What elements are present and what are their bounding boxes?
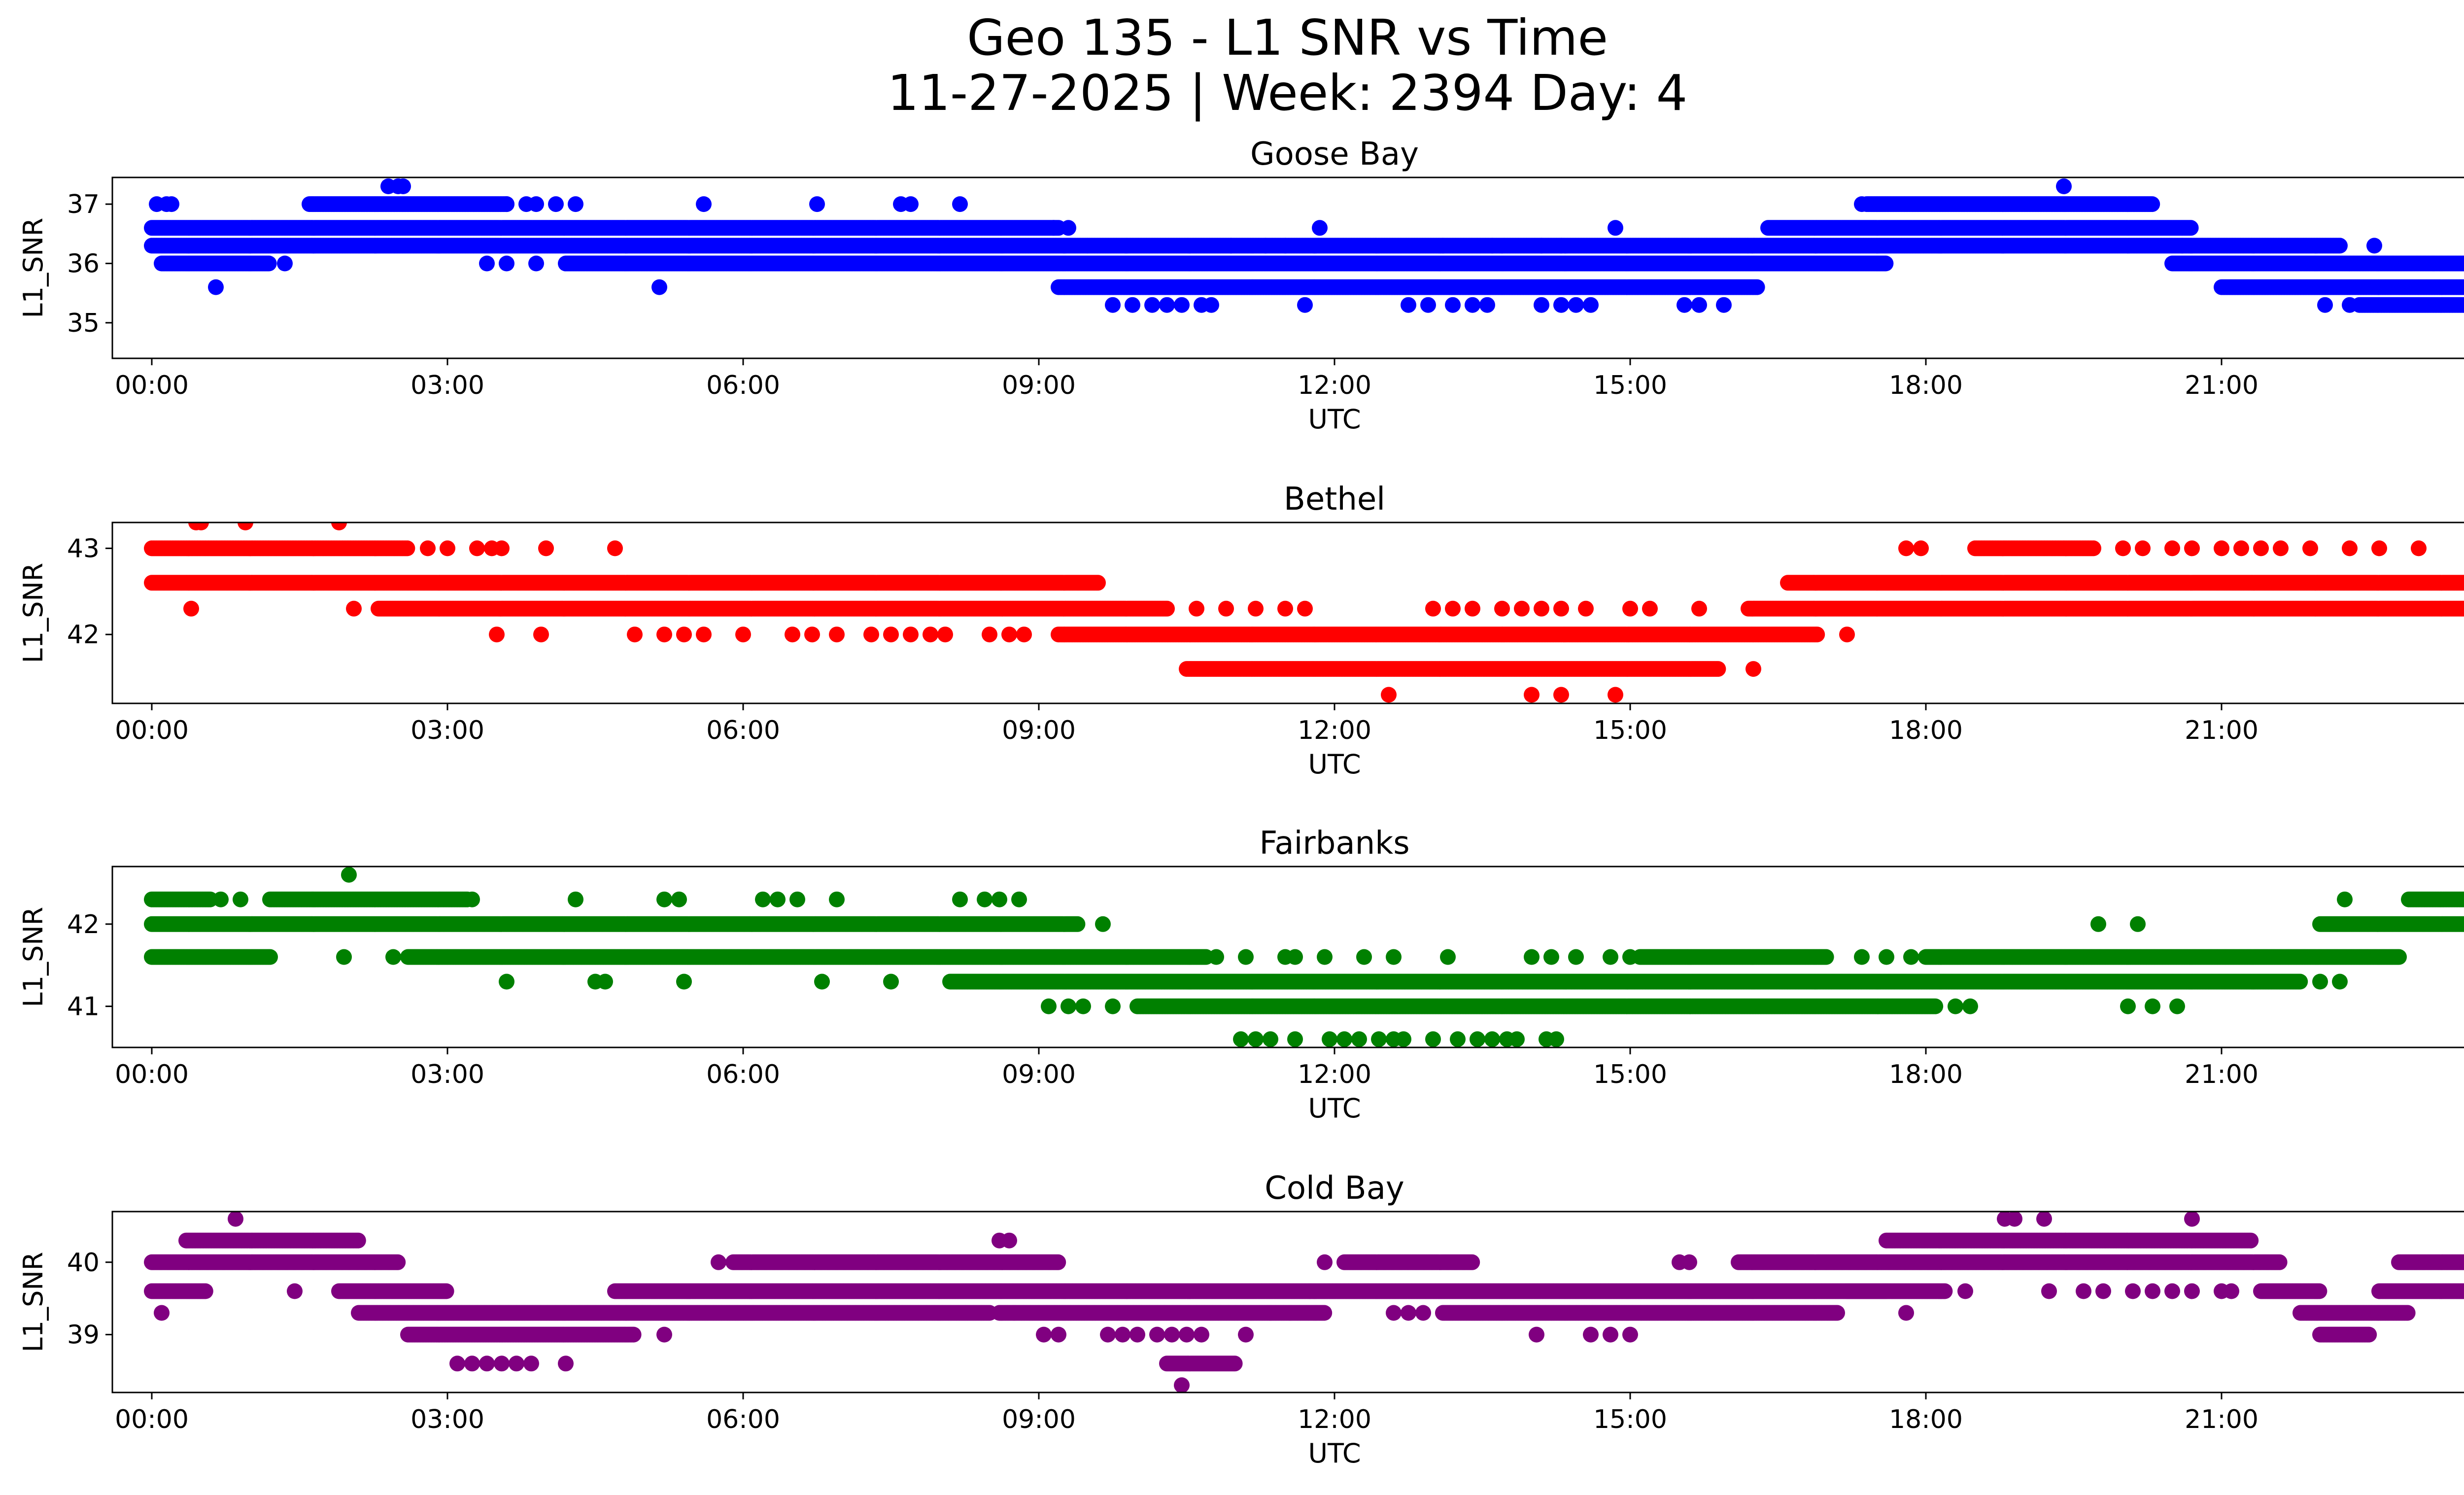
data-point: [696, 196, 712, 212]
data-point: [1878, 255, 1894, 272]
y-tick-label: 37: [67, 190, 100, 219]
data-point: [651, 279, 667, 295]
data-point: [2463, 283, 2464, 292]
data-point: [1608, 220, 1623, 236]
data-point: [1568, 297, 1584, 313]
data-point: [1583, 297, 1599, 313]
x-axis-label: UTC: [1308, 404, 1361, 435]
data-point: [1749, 279, 1765, 295]
data-point: [952, 196, 968, 212]
y-axis-label: L1_SNR: [18, 218, 49, 318]
data-point: [1435, 238, 1451, 254]
data-point: [1479, 297, 1495, 313]
x-tick-label: 15:00: [1593, 371, 1667, 400]
data-point: [479, 255, 495, 272]
data-point: [2056, 178, 2072, 194]
data-point: [1739, 238, 1755, 254]
data-markers: [144, 522, 2464, 703]
data-point: [399, 540, 415, 556]
data-point: [1258, 238, 1273, 254]
data-point: [499, 196, 514, 212]
data-point: [1203, 297, 1219, 313]
data-point: [2462, 258, 2464, 269]
data-point: [528, 196, 544, 212]
figure-subtitle: 11-27-2025 | Week: 2394 Day: 4: [887, 64, 1688, 122]
data-point: [1854, 196, 1870, 212]
data-point: [2332, 238, 2348, 254]
x-tick-label: 12:00: [1298, 371, 1371, 400]
data-point: [499, 255, 514, 272]
x-tick-label: 03:00: [411, 371, 484, 400]
data-point: [1716, 297, 1732, 313]
data-point: [1534, 297, 1549, 313]
data-point: [1046, 220, 1061, 236]
data-point: [2366, 238, 2382, 254]
data-point: [1534, 238, 1549, 254]
data-point: [164, 196, 179, 212]
data-point: [1677, 297, 1692, 313]
data-point: [1401, 297, 1416, 313]
x-tick-label: 09:00: [1002, 371, 1076, 400]
data-point: [1312, 220, 1328, 236]
x-tick-label: 00:00: [115, 371, 189, 400]
data-point: [1445, 297, 1461, 313]
data-point: [1420, 297, 1436, 313]
data-point: [1484, 238, 1500, 254]
data-point: [1297, 297, 1313, 313]
data-point: [1465, 297, 1480, 313]
data-point: [2462, 300, 2464, 311]
data-point: [1223, 238, 1239, 254]
data-point: [528, 255, 544, 272]
data-point: [548, 196, 564, 212]
data-point: [2144, 196, 2160, 212]
subplot-title: Goose Bay: [1250, 136, 1419, 173]
data-point: [1061, 220, 1076, 236]
data-point: [809, 196, 825, 212]
data-point: [2342, 297, 2358, 313]
x-tick-label: 21:00: [2185, 371, 2259, 400]
data-point: [1553, 297, 1569, 313]
subplot-title: Bethel: [1284, 481, 1385, 518]
data-point: [2461, 281, 2464, 293]
data-point: [903, 196, 919, 212]
data-point: [2426, 255, 2441, 272]
y-tick-label: 36: [67, 249, 100, 278]
data-point: [568, 196, 583, 212]
x-tick-label: 06:00: [706, 371, 780, 400]
data-point: [1144, 297, 1160, 313]
y-tick-label: 35: [67, 309, 100, 338]
data-point: [261, 255, 277, 272]
figure-title: Geo 135 - L1 SNR vs Time: [967, 9, 1608, 67]
data-point: [395, 178, 411, 194]
data-point: [2317, 297, 2333, 313]
data-point: [1691, 297, 1707, 313]
subplot-goose-bay: Goose Bay 00:00 03:00 06:00 09:00 12:00 15:00 1…: [18, 136, 2464, 435]
data-markers: [144, 178, 2464, 313]
data-point: [2183, 220, 2199, 236]
data-point: [1553, 238, 1569, 254]
data-point: [1125, 297, 1140, 313]
data-point: [1174, 297, 1190, 313]
data-point: [1159, 297, 1175, 313]
x-tick-label: 18:00: [1889, 371, 1963, 400]
data-point: [1105, 297, 1121, 313]
data-point: [208, 279, 224, 295]
data-point: [1277, 238, 1293, 254]
data-point: [277, 255, 293, 272]
